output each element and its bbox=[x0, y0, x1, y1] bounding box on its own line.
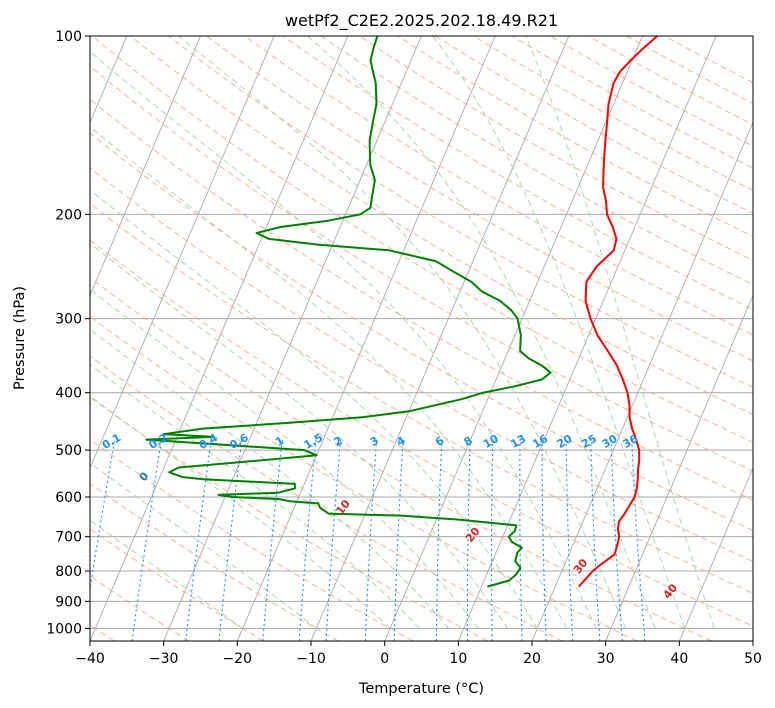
x-tick-label: 20 bbox=[523, 651, 541, 667]
moist-adiabat-line bbox=[90, 242, 509, 629]
isotherm-line bbox=[90, 36, 275, 470]
x-tick-label: 40 bbox=[670, 651, 688, 667]
isotherm-line bbox=[678, 466, 753, 641]
isotherm-line bbox=[90, 36, 201, 297]
overlay-labels: -100-90-80-70-60-50-40-30-20-10010203040… bbox=[100, 431, 681, 602]
mixing-ratio-lines bbox=[90, 439, 646, 641]
mixing-ratio-line bbox=[393, 439, 404, 641]
moist-adiabat-line bbox=[178, 36, 627, 629]
y-tick-label: 600 bbox=[55, 490, 82, 506]
mixing-ratio-line bbox=[610, 439, 623, 641]
mixing-ratio-line bbox=[491, 439, 494, 641]
x-tick-label: 0 bbox=[380, 651, 389, 667]
mixing-ratio-line bbox=[364, 439, 378, 641]
moist-adiabat-line bbox=[90, 395, 391, 629]
dewpoint-profile-line bbox=[145, 36, 552, 588]
dry-adiabat-line bbox=[90, 482, 339, 641]
chart-title: wetPf2_C2E2.2025.202.18.49.R21 bbox=[285, 11, 558, 31]
isotherm-line bbox=[384, 36, 643, 641]
moist-adiabat-line bbox=[307, 36, 656, 629]
y-tick-label: 200 bbox=[55, 207, 82, 223]
mixing-ratio-line bbox=[185, 439, 212, 641]
isotherm-line bbox=[531, 121, 753, 641]
mixing-ratio-line bbox=[466, 439, 471, 641]
isotherm-line bbox=[457, 36, 717, 641]
dry-adiabat-line bbox=[90, 439, 414, 641]
dry-adiabat-line bbox=[91, 36, 753, 444]
y-tick-label: 900 bbox=[55, 594, 82, 610]
dry-adiabat-line bbox=[90, 65, 753, 472]
mixing-ratio-line bbox=[519, 439, 523, 641]
y-axis: 100 200 300 400 500 600 700 800 900 1000 bbox=[46, 29, 90, 637]
mixing-ratio-line bbox=[435, 439, 443, 641]
dry-adiabat-line bbox=[206, 36, 753, 362]
dry-adiabat-line bbox=[90, 132, 753, 532]
y-tick-label: 100 bbox=[55, 29, 82, 45]
isotherm-line bbox=[90, 36, 349, 641]
mixing-ratio-line bbox=[218, 439, 243, 641]
x-tick-label: −20 bbox=[223, 651, 253, 667]
moist-adiabat-line bbox=[90, 288, 479, 629]
moist-adiabat-line bbox=[90, 462, 317, 629]
mixing-ratio-line bbox=[541, 439, 547, 641]
mixing-ratio-line bbox=[90, 439, 116, 593]
mixing-ratio-line bbox=[631, 439, 646, 641]
y-tick-label: 500 bbox=[55, 443, 82, 459]
x-axis: −40 −30 −20 −10 0 10 20 30 40 50 bbox=[75, 641, 762, 667]
x-tick-label: 50 bbox=[744, 651, 762, 667]
dry-adiabat-line bbox=[168, 36, 753, 388]
y-axis-label: Pressure (hPa) bbox=[12, 286, 28, 390]
moist-adiabat-line bbox=[525, 36, 715, 629]
x-tick-label: 30 bbox=[597, 651, 615, 667]
dry-adiabat-line bbox=[90, 98, 753, 501]
dry-adiabat-line bbox=[90, 315, 638, 641]
x-tick-label: −30 bbox=[149, 651, 179, 667]
moist-adiabat-line bbox=[90, 519, 243, 629]
isotherm-line bbox=[605, 294, 753, 641]
mixing-ratio-line bbox=[565, 439, 574, 641]
isotherm-line bbox=[236, 36, 496, 641]
mixing-ratio-line bbox=[262, 439, 283, 641]
isobar-grid bbox=[90, 36, 753, 629]
plot-area: -100-90-80-70-60-50-40-30-20-10010203040… bbox=[90, 36, 753, 641]
moist-adiabat-line bbox=[432, 36, 686, 629]
mixing-ratio-line bbox=[590, 439, 601, 641]
moist-adiabat-line bbox=[90, 50, 597, 629]
dry-adiabat-line bbox=[90, 167, 753, 562]
x-tick-label: −10 bbox=[296, 651, 326, 667]
mixing-ratio-line bbox=[325, 439, 342, 641]
x-tick-label: 10 bbox=[449, 651, 467, 667]
dry-adiabat-line bbox=[90, 202, 753, 594]
x-axis-label: Temperature (°C) bbox=[358, 681, 484, 697]
mixing-ratio-line bbox=[131, 439, 162, 641]
isotherm-line bbox=[163, 36, 422, 641]
y-tick-label: 300 bbox=[55, 312, 82, 328]
moist-adiabats bbox=[90, 36, 715, 629]
y-tick-label: 400 bbox=[55, 386, 82, 402]
dry-adiabats bbox=[90, 36, 753, 641]
dry-adiabat-line bbox=[90, 355, 563, 641]
dry-adiabat-line bbox=[90, 239, 753, 627]
mixing-ratio-line bbox=[298, 439, 317, 641]
moist-adiabat-line bbox=[90, 328, 450, 629]
temperature-profile-line bbox=[577, 36, 658, 588]
moist-adiabat-line bbox=[90, 126, 568, 629]
y-tick-label: 800 bbox=[55, 564, 82, 580]
plot-frame bbox=[89, 35, 754, 642]
y-tick-label: 1000 bbox=[46, 621, 82, 637]
x-tick-label: −40 bbox=[75, 651, 105, 667]
y-tick-label: 700 bbox=[55, 530, 82, 546]
sounding-series bbox=[145, 36, 658, 588]
